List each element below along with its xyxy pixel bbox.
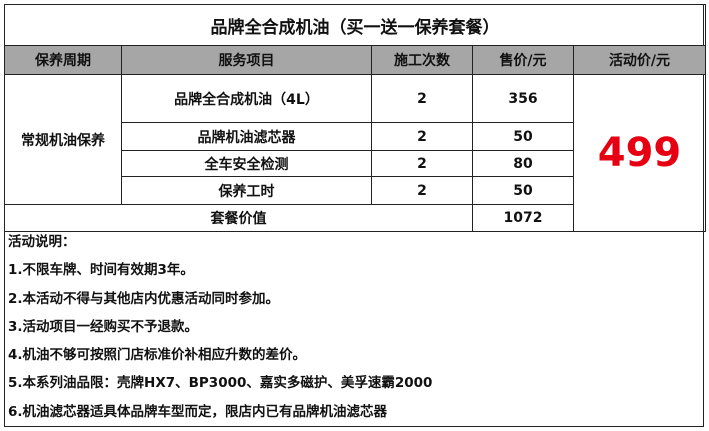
table-row: 全车安全检测 2 80 xyxy=(5,150,706,177)
item-cell: 全车安全检测 xyxy=(121,150,372,177)
count-cell: 2 xyxy=(371,74,473,123)
header-item: 服务项目 xyxy=(121,45,372,75)
price-cell: 50 xyxy=(472,122,574,151)
table-row: 品牌机油滤芯器 2 50 xyxy=(5,122,706,151)
note-item: 4.机油不够可按照门店标准价补相应升数的差价。 xyxy=(8,347,307,364)
count-cell: 2 xyxy=(371,176,473,205)
note-item: 6.机油滤芯器适具体品牌车型而定，限店内已有品牌机油滤芯器 xyxy=(8,403,388,420)
table-row: 常规机油保养 品牌全合成机油（4L） 2 356 499 xyxy=(4,74,706,232)
period-cell: 常规机油保养 xyxy=(4,74,122,205)
header-price: 售价/元 xyxy=(472,45,574,75)
notes-section: 活动说明： 1.不限车牌、时间有效期3年。 2.本活动不得与其他店内优惠活动同时… xyxy=(8,233,432,431)
count-cell: 2 xyxy=(371,150,473,177)
note-item: 2.本活动不得与其他店内优惠活动同时参加。 xyxy=(8,290,280,307)
package-table: 品牌全合成机油（买一送一保养套餐） 保养周期 服务项目 施工次数 售价/元 活动… xyxy=(4,4,706,232)
note-item: 5.本系列油品限：壳牌HX7、BP3000、嘉实多磁护、美孚速霸2000 xyxy=(8,375,433,392)
notes-title: 活动说明： xyxy=(8,234,76,250)
table-title: 品牌全合成机油（买一送一保养套餐） xyxy=(4,4,706,46)
header-count: 施工次数 xyxy=(371,45,473,75)
note-item: 3.活动项目一经购买不予退款。 xyxy=(8,318,199,335)
price-cell: 356 xyxy=(472,74,574,123)
item-cell: 保养工时 xyxy=(121,176,372,205)
promo-price: 499 xyxy=(573,74,706,232)
total-row: 套餐价值 1072 xyxy=(4,204,706,232)
table-row: 保养工时 2 50 xyxy=(5,176,706,205)
total-label: 套餐价值 xyxy=(4,204,473,232)
header-period: 保养周期 xyxy=(4,45,122,75)
item-cell: 品牌机油滤芯器 xyxy=(121,122,372,151)
item-cell: 品牌全合成机油（4L） xyxy=(121,74,372,123)
total-value: 1072 xyxy=(472,204,574,232)
note-item: 1.不限车牌、时间有效期3年。 xyxy=(8,262,194,279)
count-cell: 2 xyxy=(371,122,473,151)
price-cell: 80 xyxy=(472,150,574,177)
header-promo-price: 活动价/元 xyxy=(573,45,706,75)
price-cell: 50 xyxy=(472,176,574,205)
